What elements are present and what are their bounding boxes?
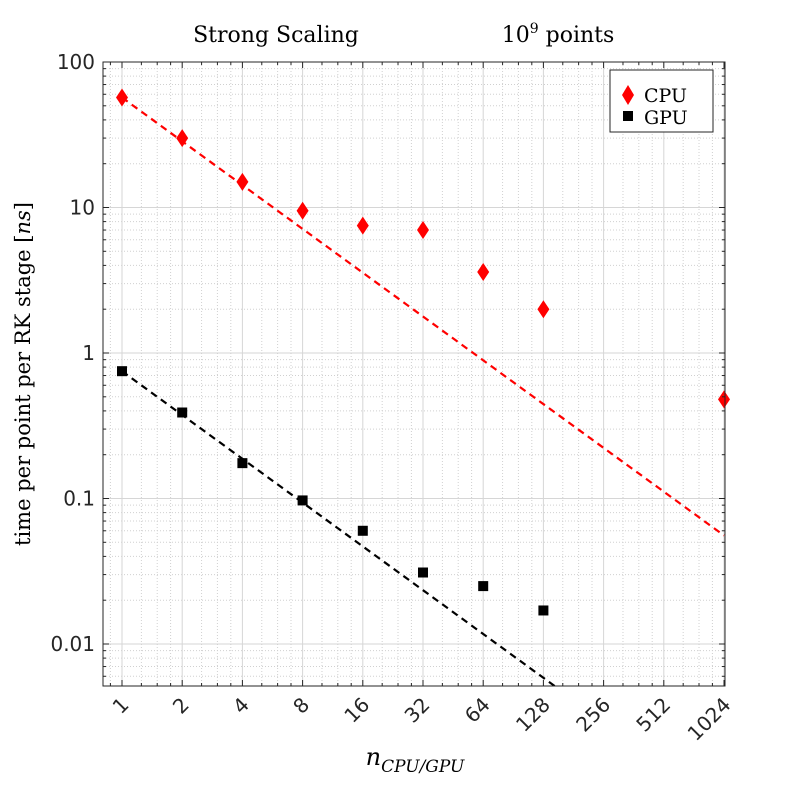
gpu-point bbox=[177, 407, 188, 418]
cpu-point bbox=[296, 201, 309, 220]
y-tick-label: 0.1 bbox=[63, 487, 95, 511]
plot-area bbox=[103, 62, 725, 686]
gpu-point bbox=[418, 567, 428, 578]
gpu-point bbox=[357, 525, 368, 536]
gpu-point bbox=[538, 605, 549, 616]
y-axis-label: time per point per RK stage [ns] bbox=[11, 202, 35, 546]
x-tick-label: 64 bbox=[460, 693, 495, 728]
cpu-point bbox=[356, 216, 369, 235]
legend-marker-cpu bbox=[622, 85, 634, 105]
cpu-point bbox=[477, 263, 490, 282]
x-tick-label: 128 bbox=[511, 693, 555, 737]
plot-frame bbox=[102, 61, 726, 687]
x-tick-label: 256 bbox=[571, 693, 615, 737]
x-tick-label: 8 bbox=[288, 693, 314, 719]
gpu-point bbox=[117, 366, 127, 377]
cpu-point bbox=[116, 88, 128, 107]
cpu-point bbox=[718, 390, 730, 409]
cpu-point bbox=[537, 300, 550, 319]
ideal-scaling-line bbox=[121, 96, 725, 537]
cpu-point bbox=[417, 221, 429, 240]
legend: CPU GPU bbox=[609, 69, 714, 133]
x-tick-label: 16 bbox=[339, 693, 374, 728]
y-tick-label: 1 bbox=[82, 341, 95, 365]
cpu-point bbox=[236, 172, 249, 191]
x-axis-label: nCPU/GPU bbox=[366, 743, 465, 777]
legend-marker-gpu bbox=[623, 111, 633, 121]
x-tick-label: 1024 bbox=[683, 693, 736, 746]
y-tick-label: 0.01 bbox=[50, 632, 95, 656]
chart-title-right: 109 points bbox=[502, 21, 615, 48]
legend-label-cpu: CPU bbox=[644, 85, 687, 107]
ideal-scaling-line bbox=[121, 370, 557, 686]
x-tick-label: 4 bbox=[228, 693, 254, 719]
y-tick-label: 10 bbox=[70, 196, 95, 220]
legend-label-gpu: GPU bbox=[644, 107, 688, 129]
x-tick-label: 512 bbox=[631, 693, 675, 737]
x-tick-label: 1 bbox=[108, 693, 134, 719]
chart-title-left: Strong Scaling bbox=[193, 23, 359, 48]
gpu-point bbox=[297, 495, 308, 506]
y-tick-label: 100 bbox=[57, 50, 95, 74]
gpu-point bbox=[478, 581, 489, 592]
cpu-point bbox=[176, 129, 189, 148]
x-tick-label: 2 bbox=[168, 693, 194, 719]
gpu-point bbox=[237, 458, 248, 469]
x-tick-label: 32 bbox=[400, 693, 435, 728]
